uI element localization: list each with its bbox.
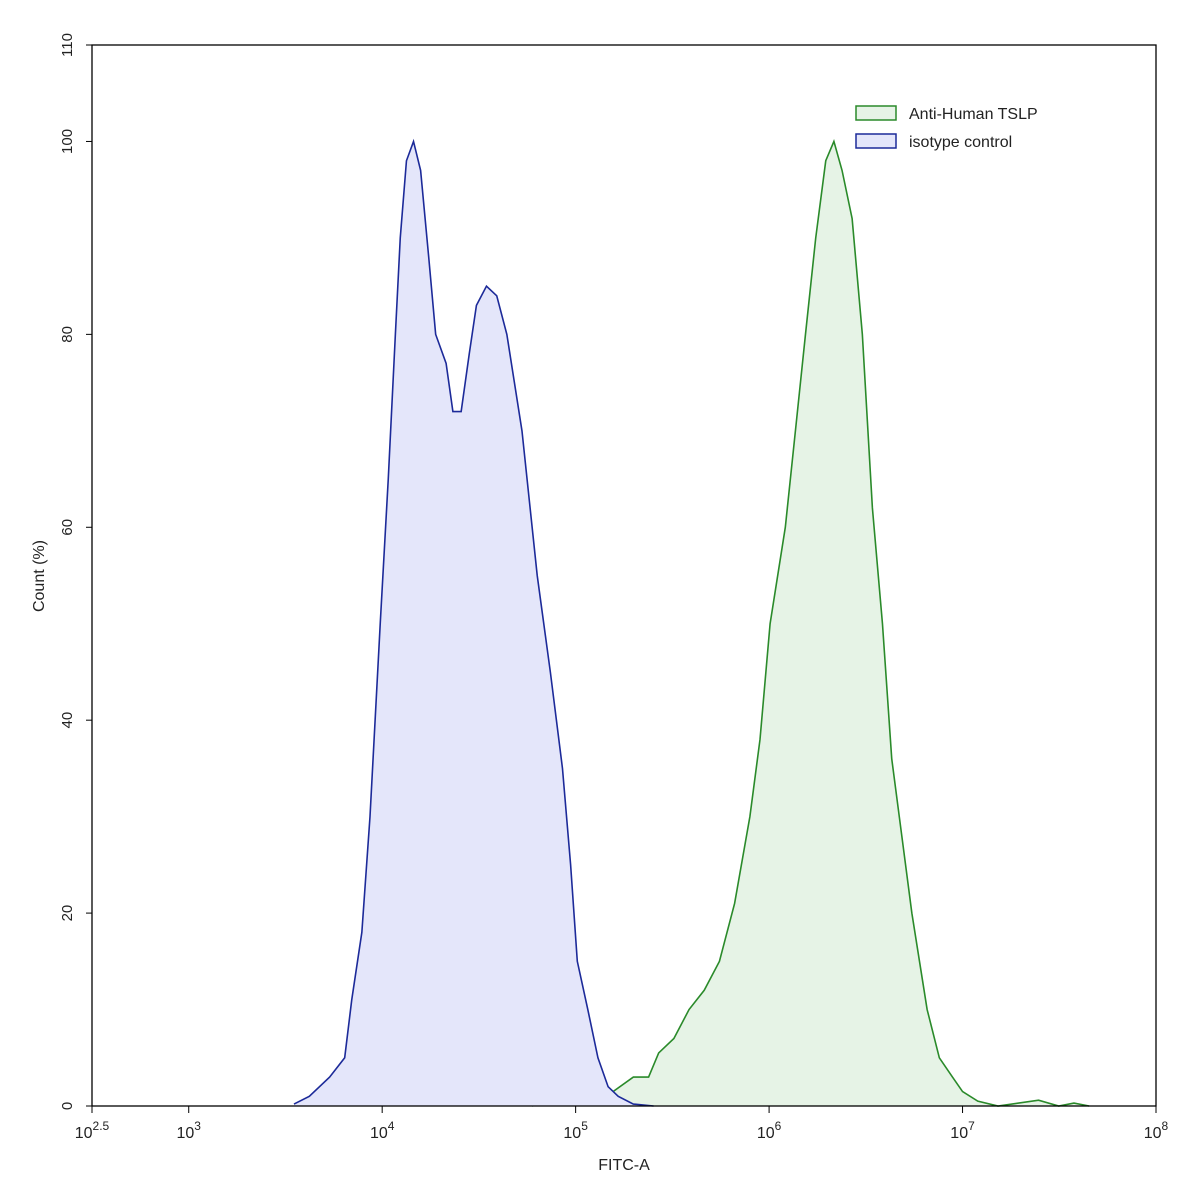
x-tick-base: 10 bbox=[75, 1125, 93, 1142]
y-tick-label: 40 bbox=[59, 712, 76, 729]
legend-label: isotype control bbox=[909, 134, 1012, 151]
x-tick-exponent: 7 bbox=[968, 1119, 975, 1133]
x-tick-exponent: 2.5 bbox=[93, 1119, 110, 1133]
x-tick-label: 102.5 bbox=[75, 1119, 110, 1142]
area-line bbox=[293, 138, 654, 1107]
legend-swatch bbox=[855, 133, 897, 149]
x-tick-label: 104 bbox=[370, 1119, 395, 1142]
y-tick-label: 80 bbox=[59, 326, 76, 343]
legend-swatch bbox=[855, 105, 897, 121]
x-tick-base: 10 bbox=[176, 1125, 194, 1142]
x-tick-base: 10 bbox=[563, 1125, 581, 1142]
plot-frame bbox=[91, 44, 1157, 1107]
y-tick-label: 0 bbox=[59, 1102, 76, 1110]
x-tick-exponent: 4 bbox=[388, 1119, 395, 1133]
y-axis-label: Count (%) bbox=[31, 540, 48, 612]
x-tick-exponent: 8 bbox=[1162, 1119, 1169, 1133]
x-tick-label: 103 bbox=[176, 1119, 201, 1142]
y-tick-label: 60 bbox=[59, 519, 76, 536]
x-tick-label: 105 bbox=[563, 1119, 588, 1142]
x-tick-exponent: 3 bbox=[194, 1119, 201, 1133]
y-tick-label: 110 bbox=[59, 33, 76, 57]
x-tick-label: 107 bbox=[950, 1119, 975, 1142]
x-tick-label: 108 bbox=[1144, 1119, 1169, 1142]
x-tick-label: 106 bbox=[757, 1119, 782, 1142]
x-tick-base: 10 bbox=[370, 1125, 388, 1142]
x-tick-base: 10 bbox=[757, 1125, 775, 1142]
y-tick-label: 20 bbox=[59, 905, 76, 922]
legend-label: Anti-Human TSLP bbox=[909, 106, 1038, 123]
area-fill bbox=[532, 141, 1090, 1107]
x-tick-exponent: 6 bbox=[775, 1119, 782, 1133]
x-tick-exponent: 5 bbox=[581, 1119, 588, 1133]
x-tick-base: 10 bbox=[950, 1125, 968, 1142]
area-fill bbox=[293, 141, 654, 1107]
x-tick-base: 10 bbox=[1144, 1125, 1162, 1142]
x-axis-label: FITC-A bbox=[598, 1157, 650, 1174]
area-line bbox=[531, 139, 1090, 1107]
y-tick-label: 100 bbox=[59, 129, 76, 154]
